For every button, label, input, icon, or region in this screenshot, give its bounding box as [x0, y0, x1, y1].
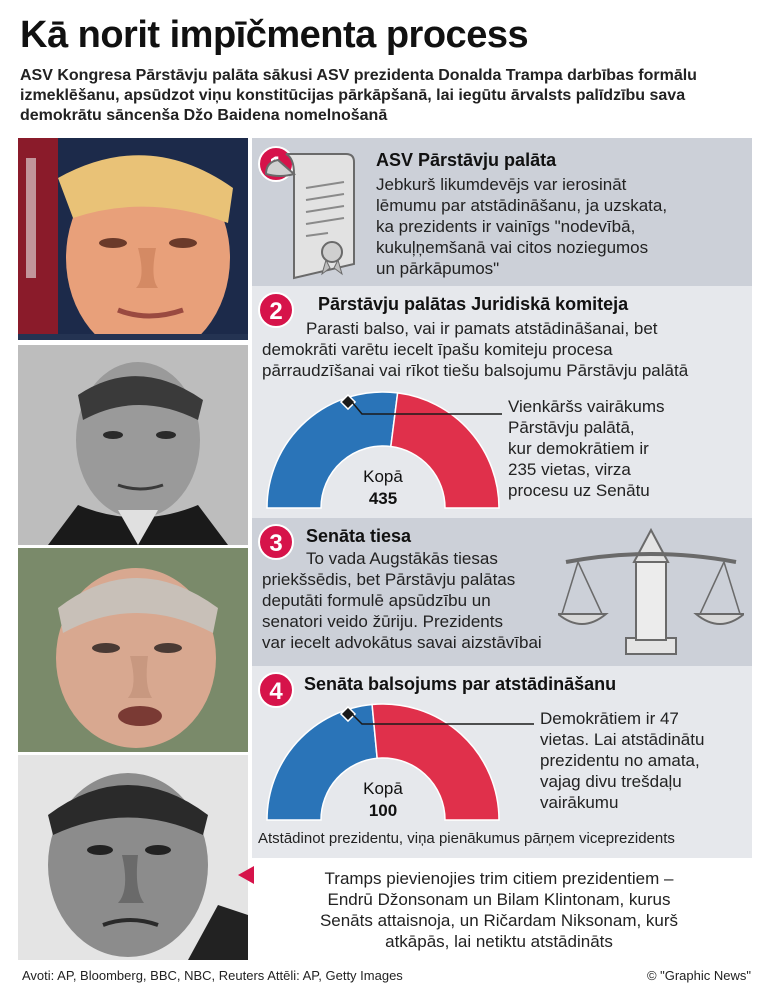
step-senate-vote: 4 Senāta balsojums par atstādināšanu Kop…: [252, 666, 752, 858]
text-line: prezidentu no amata,: [540, 751, 700, 770]
step-text: To vada Augstākās tiesas priekšsēdis, be…: [262, 548, 542, 653]
step-house: 1 ASV Pārstāvju palāta Jebkurš likumdevē…: [252, 138, 752, 286]
summary-text: Tramps pievienojies trim citiem preziden…: [264, 868, 734, 952]
scales-icon: [558, 527, 744, 655]
clinton-photo: [18, 548, 248, 752]
house-total-label: Kopā 435: [343, 466, 423, 510]
text-line: Senāts attaisnoja, un Ričardam Niksonam,…: [319, 911, 679, 930]
trump-photo: [18, 138, 248, 340]
text-line: procesu uz Senātu: [508, 481, 650, 500]
chart-total-value: 100: [368, 801, 398, 820]
seat-segment-democrat: [266, 703, 378, 821]
chart-note: Demokrātiem ir 47 vietas. Lai atstādināt…: [540, 708, 704, 813]
step-title: Senāta tiesa: [306, 526, 412, 546]
senate-seats-chart: [266, 703, 500, 821]
step-title: ASV Pārstāvju palāta: [376, 150, 557, 170]
text-line: demokrāti varētu iecelt īpašu komiteju p…: [262, 340, 613, 359]
seat-segment-republican: [371, 703, 500, 821]
text-line: atkāpās, lai netiktu atstādināts: [385, 932, 613, 951]
chart-total-caption: Kopā: [363, 779, 403, 798]
text-line: lēmumu par atstādināšanu, ja uzskata,: [376, 196, 668, 215]
step-number-badge: 2: [258, 292, 294, 328]
step-title: Senāta balsojums par atstādināšanu: [304, 674, 617, 694]
step-judiciary-committee: 2 Pārstāvju palātas Juridiskā komiteja P…: [252, 286, 752, 518]
senate-total-label: Kopā 100: [343, 778, 423, 822]
step-senate-trial: 3 Senāta tiesa To vada Augstākās tiesas …: [252, 518, 752, 666]
seat-segment-democrat: [266, 391, 399, 509]
text-line: ka prezidents ir vainīgs "nodevībā,: [376, 217, 636, 236]
text-line: 235 vietas, virza: [508, 460, 631, 479]
text-line: var iecelt advokātus savai aizstāvībai: [262, 633, 542, 652]
text-line: Tramps pievienojies trim citiem preziden…: [324, 869, 674, 888]
step-text: Parasti balso, vai ir pamats atstādināša…: [262, 318, 750, 381]
text-line: Jebkurš likumdevējs var ierosināt: [376, 175, 627, 194]
footer-credit: © "Graphic News": [646, 968, 751, 983]
chart-total-value: 435: [368, 489, 398, 508]
text-line: deputāti formulē apsūdzību un: [262, 591, 491, 610]
text-line: kukuļņemšanā vai citos noziegumos: [376, 238, 649, 257]
footer-sources: Avoti: AP, Bloomberg, BBC, NBC, Reuters …: [22, 968, 403, 983]
chart-note: Vienkāršs vairākums Pārstāvju palātā, ku…: [508, 396, 665, 501]
text-line: Pārstāvju palātā,: [508, 418, 635, 437]
chart-total-caption: Kopā: [363, 467, 403, 486]
text-line: Parasti balso, vai ir pamats atstādināša…: [306, 319, 658, 338]
page-title: Kā norit impīčmenta process: [20, 14, 529, 56]
scroll-icon: [264, 153, 355, 280]
text-line: vajag divu trešdaļu: [540, 772, 682, 791]
text-line: To vada Augstākās tiesas: [306, 549, 498, 568]
johnson-photo: [18, 345, 248, 545]
pointer-arrow-icon: [238, 866, 254, 884]
text-line: Demokrātiem ir 47: [540, 709, 679, 728]
text-line: Endrū Džonsonam un Bilam Klintonam, kuru…: [327, 890, 671, 909]
page-subtitle: ASV Kongresa Pārstāvju palāta sākusi ASV…: [20, 67, 697, 124]
succession-note: Atstādinot prezidentu, viņa pienākumus p…: [258, 830, 675, 847]
step-text: Jebkurš likumdevējs var ierosināt lēmumu…: [376, 174, 667, 279]
text-line: vairākumu: [540, 793, 619, 812]
step-number-badge: 3: [258, 524, 294, 560]
text-line: senatori veido žūriju. Prezidents: [262, 612, 503, 631]
text-line: kur demokrātiem ir: [508, 439, 649, 458]
step-title: Pārstāvju palātas Juridiskā komiteja: [318, 294, 629, 314]
text-line: vietas. Lai atstādinātu: [540, 730, 705, 749]
text-line: priekšsēdis, bet Pārstāvju palātas: [262, 570, 516, 589]
text-line: un pārkāpumos": [376, 259, 500, 278]
text-line: Vienkāršs vairākums: [508, 397, 665, 416]
text-line: pārraudzīšanai vai rīkot tiešu balsojumu…: [262, 361, 689, 380]
nixon-photo: [18, 755, 248, 960]
step-number-badge: 4: [258, 672, 294, 708]
